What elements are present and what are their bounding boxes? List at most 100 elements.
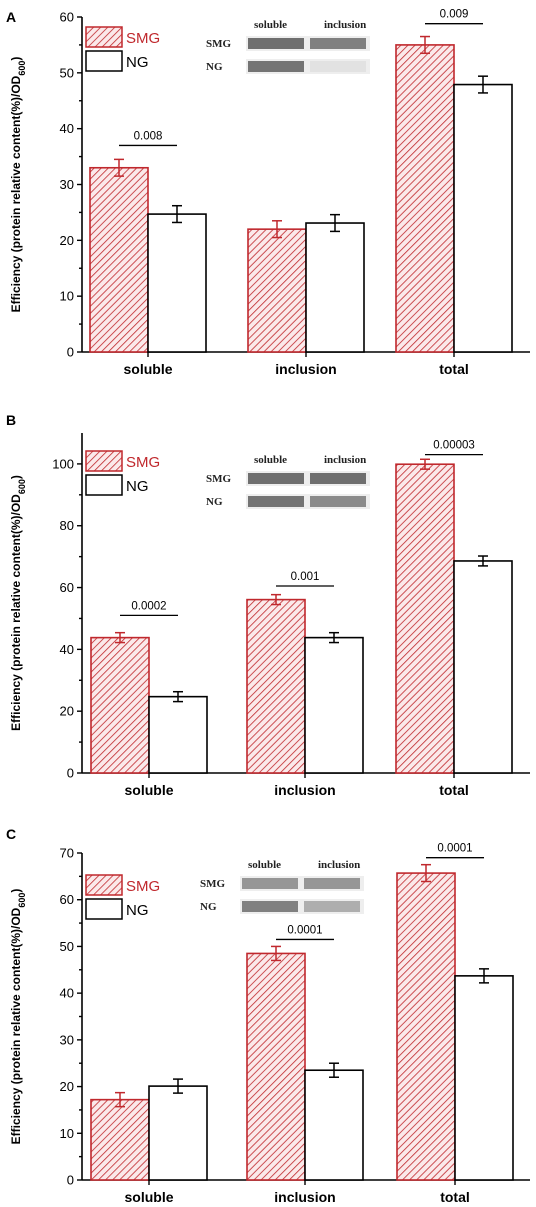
chart-panel-c: C 0 10 20 30 40 50 60 70 Efficiency (protein rela… [6,826,530,1205]
y-axis-label-sub: 600 [17,61,27,76]
y-axis-label-end: ) [9,889,23,893]
p-value-label: 0.00003 [433,440,475,452]
panel-label: B [6,412,16,428]
bar-ng-inclusion [304,1069,364,1181]
blot-band-inclusion [304,878,360,889]
x-tick-label: soluble [124,1189,173,1205]
y-axis-label-main: Efficiency (protein relative content(%)/… [9,907,23,1144]
y-tick-label: 0 [67,1173,74,1188]
y-tick-label: 60 [60,892,74,907]
y-tick-label: 10 [60,1126,74,1141]
p-value-label: 0.0001 [437,843,472,855]
x-tick-label: total [439,361,469,377]
blot-band-soluble [248,496,304,507]
legend-label-ng: NG [126,478,149,495]
y-axis-label: Efficiency (protein relative content(%)/… [9,889,27,1145]
p-value-label: 0.0002 [131,600,166,612]
y-tick-label: 0 [67,345,74,360]
p-value-label: 0.001 [291,571,320,583]
blot-row-label: NG [206,496,223,508]
legend-swatch-ng [85,898,123,920]
legend-swatch-smg [85,26,123,48]
y-axis-label: Efficiency (protein relative content(%)/… [9,57,27,313]
bar-ng-total [453,83,513,353]
p-value-label: 0.008 [134,130,163,142]
blot-band-inclusion [310,496,366,507]
panel-label: A [6,9,16,25]
blot-row-label: SMG [206,38,232,50]
bar-smg-soluble [89,166,149,353]
blot-row-label: NG [200,901,217,913]
legend-swatch-smg [85,450,123,472]
blot-column-label: inclusion [318,859,360,871]
legend-label-ng: NG [126,54,149,71]
y-tick-label: 10 [60,289,74,304]
blot-band-soluble [248,473,304,484]
blot-column-label: inclusion [324,19,366,31]
panel-label: C [6,826,16,842]
y-tick-label: 30 [60,177,74,192]
x-tick-label: soluble [123,361,172,377]
legend-swatch-ng [85,474,123,496]
x-tick-label: inclusion [274,1189,335,1205]
y-tick-label: 60 [60,580,74,595]
x-tick-label: total [440,1189,470,1205]
x-tick-label: inclusion [274,782,335,798]
p-value-label: 0.009 [440,9,469,21]
blot-row-label: SMG [200,878,226,890]
bar-smg-soluble [90,1098,150,1181]
blot-column-label: soluble [248,859,281,871]
y-tick-label: 20 [60,1079,74,1094]
y-tick-label: 40 [60,986,74,1001]
bar-ng-total [454,975,514,1181]
y-tick-label: 20 [60,233,74,248]
y-tick-label: 0 [67,766,74,781]
p-value-label: 0.0001 [287,924,322,936]
blot-band-inclusion [304,901,360,912]
chart-panel-b: B 0 20 40 60 80 100 Efficiency (protein relativ… [6,412,530,798]
bar-ng-soluble [148,695,208,774]
y-tick-label: 20 [60,704,74,719]
chart-panel-a: A 0 10 20 30 40 50 60 Efficiency (protein relati… [6,9,530,377]
blot-band-soluble [248,38,304,49]
blot-column-label: soluble [254,454,287,466]
x-tick-label: total [439,782,469,798]
bar-smg-total [395,44,455,353]
bar-smg-total [396,872,456,1181]
bar-ng-inclusion [305,222,365,353]
blot-row-label: NG [206,61,223,73]
y-axis-label-sub: 600 [17,479,27,494]
bar-ng-inclusion [304,636,364,774]
x-tick-label: inclusion [275,361,336,377]
y-axis-label-end: ) [9,57,23,61]
legend-label-smg: SMG [126,30,160,47]
y-tick-label: 100 [52,456,74,471]
legend-label-smg: SMG [126,878,160,895]
blot-band-soluble [248,61,304,72]
y-tick-label: 50 [60,939,74,954]
bar-smg-inclusion [246,952,306,1181]
blot-column-label: soluble [254,19,287,31]
y-axis-label-end: ) [9,475,23,479]
y-axis-label: Efficiency (protein relative content(%)/… [9,475,27,731]
y-axis-label-sub: 600 [17,893,27,908]
y-tick-label: 60 [60,10,74,25]
y-tick-label: 50 [60,65,74,80]
bar-smg-inclusion [247,228,307,353]
legend-swatch-smg [85,874,123,896]
blot-band-inclusion [310,61,366,72]
legend-label-ng: NG [126,902,149,919]
y-tick-label: 30 [60,1032,74,1047]
bar-smg-inclusion [246,598,306,774]
y-axis-label-main: Efficiency (protein relative content(%)/… [9,75,23,312]
blot-band-soluble [242,878,298,889]
y-tick-label: 40 [60,121,74,136]
blot-row-label: SMG [206,473,232,485]
bar-smg-soluble [90,636,150,774]
y-tick-label: 80 [60,518,74,533]
bar-ng-soluble [147,213,207,353]
y-tick-label: 70 [60,846,74,861]
y-axis-label-main: Efficiency (protein relative content(%)/… [9,494,23,731]
bar-smg-total [395,463,455,774]
blot-band-inclusion [310,473,366,484]
